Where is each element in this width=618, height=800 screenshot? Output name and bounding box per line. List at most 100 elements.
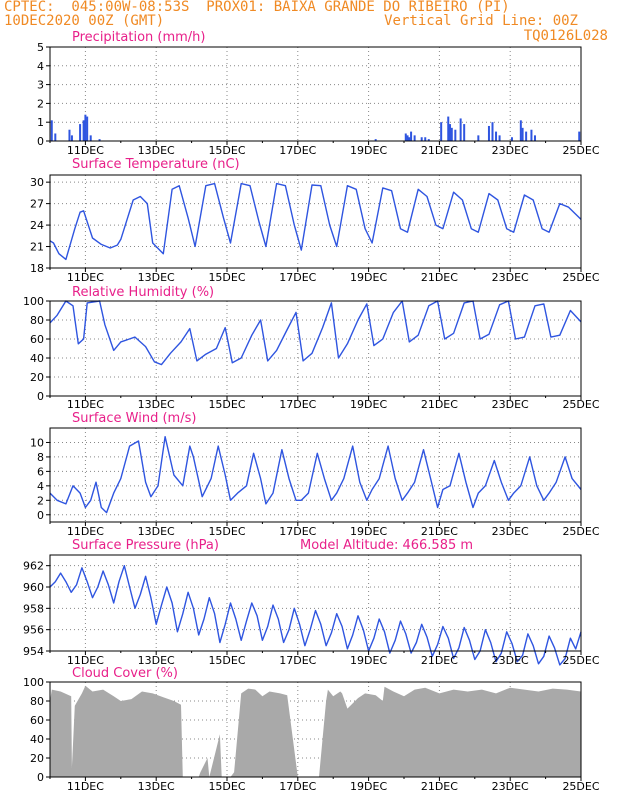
precip-bar bbox=[495, 131, 498, 141]
x-tick-label: 15DEC bbox=[208, 271, 245, 284]
precip-bar bbox=[79, 124, 82, 141]
panel-frame bbox=[49, 554, 582, 652]
x-tick-label: 11DEC bbox=[67, 654, 104, 667]
x-tick-label: 11DEC bbox=[67, 271, 104, 284]
precip-bar bbox=[521, 127, 524, 141]
x-tick-label: 23DEC bbox=[492, 271, 529, 284]
precip-bar bbox=[70, 135, 73, 141]
series-line bbox=[49, 182, 582, 261]
panel-1: 18 21 24 27 30 11DEC 13DEC 15DEC 17DEC 19DEC 21DEC… bbox=[30, 157, 600, 284]
precip-bar bbox=[477, 135, 480, 141]
y-tick-label: 18 bbox=[30, 262, 44, 275]
precip-bar bbox=[424, 137, 427, 141]
precip-bar bbox=[491, 122, 494, 141]
x-tick-label: 13DEC bbox=[138, 398, 175, 411]
precip-bar bbox=[410, 131, 413, 141]
precip-bar bbox=[82, 120, 85, 141]
x-tick-label: 19DEC bbox=[350, 525, 387, 538]
precip-bar bbox=[406, 135, 409, 141]
precip-bar bbox=[498, 135, 501, 141]
x-tick-label: 25DEC bbox=[562, 144, 599, 157]
x-tick-label: 17DEC bbox=[279, 271, 316, 284]
x-tick-label: 19DEC bbox=[350, 144, 387, 157]
y-tick-label: 954 bbox=[23, 645, 44, 658]
x-tick-label: 11DEC bbox=[67, 398, 104, 411]
y-tick-label: 4 bbox=[37, 60, 44, 73]
y-tick-label: 40 bbox=[30, 733, 44, 746]
x-tick-label: 25DEC bbox=[562, 271, 599, 284]
precip-bar bbox=[427, 139, 430, 141]
panel-frame bbox=[49, 300, 582, 397]
y-tick-label: 30 bbox=[30, 176, 44, 189]
x-tick-label: 15DEC bbox=[208, 398, 245, 411]
precip-bar bbox=[533, 135, 536, 141]
precip-bar bbox=[84, 114, 87, 141]
x-tick-label: 23DEC bbox=[492, 144, 529, 157]
panel-3: 0 24 68 10 11DEC 13DEC 15DEC 17DEC 19DEC 21DEC 23D… bbox=[30, 411, 600, 538]
y-tick-label: 24 bbox=[30, 219, 44, 232]
panel-title: Precipitation (mm/h) bbox=[72, 30, 205, 45]
panel-0: 0 1 2 3 4 5 11DEC 13DEC 15DEC 17DEC 19DEC 21DEC 23DE… bbox=[37, 30, 600, 157]
y-tick-label: 27 bbox=[30, 198, 44, 211]
precip-bar bbox=[519, 120, 522, 141]
x-tick-label: 21DEC bbox=[421, 144, 458, 157]
precip-bar bbox=[510, 137, 513, 141]
precip-bar bbox=[408, 137, 411, 141]
x-tick-label: 21DEC bbox=[421, 271, 458, 284]
panel-frame bbox=[49, 174, 582, 269]
x-tick-label: 19DEC bbox=[350, 271, 387, 284]
x-tick-label: 17DEC bbox=[279, 780, 316, 793]
x-tick-label: 25DEC bbox=[562, 398, 599, 411]
panel-frame bbox=[49, 46, 582, 142]
precip-bar bbox=[86, 116, 89, 141]
x-tick-label: 23DEC bbox=[492, 398, 529, 411]
panel-title: Cloud Cover (%) bbox=[72, 666, 178, 681]
x-tick-label: 11DEC bbox=[67, 525, 104, 538]
panel-title: Relative Humidity (%) bbox=[72, 285, 214, 300]
panel-annotation: Model Altitude: 466.585 m bbox=[300, 538, 473, 553]
y-tick-label: 21 bbox=[30, 241, 44, 254]
precip-bar bbox=[98, 139, 101, 141]
x-tick-label: 17DEC bbox=[279, 525, 316, 538]
x-tick-label: 23DEC bbox=[492, 780, 529, 793]
precip-bar bbox=[89, 135, 92, 141]
y-tick-label: 60 bbox=[30, 333, 44, 346]
precip-bar bbox=[404, 133, 407, 141]
y-tick-label: 40 bbox=[30, 352, 44, 365]
x-tick-label: 21DEC bbox=[421, 780, 458, 793]
x-tick-label: 13DEC bbox=[138, 780, 175, 793]
panel-title: Surface Temperature (nC) bbox=[72, 157, 240, 172]
x-tick-label: 19DEC bbox=[350, 654, 387, 667]
precip-bar bbox=[463, 124, 466, 141]
y-tick-label: 4 bbox=[37, 480, 44, 493]
precip-bar bbox=[525, 131, 528, 141]
y-tick-label: 5 bbox=[37, 41, 44, 54]
precip-bar bbox=[450, 127, 453, 141]
y-tick-label: 8 bbox=[37, 451, 44, 464]
y-tick-label: 3 bbox=[37, 79, 44, 92]
y-tick-label: 0 bbox=[37, 390, 44, 403]
y-tick-label: 80 bbox=[30, 695, 44, 708]
x-tick-label: 21DEC bbox=[421, 398, 458, 411]
x-tick-label: 15DEC bbox=[208, 144, 245, 157]
panel-frame bbox=[49, 427, 582, 523]
precip-bar bbox=[487, 125, 490, 141]
x-tick-label: 25DEC bbox=[562, 654, 599, 667]
series-line bbox=[49, 300, 582, 366]
precip-bar bbox=[68, 129, 71, 141]
precip-bar bbox=[447, 116, 450, 141]
series-line bbox=[49, 436, 582, 514]
y-tick-label: 956 bbox=[23, 624, 44, 637]
precip-bar bbox=[449, 124, 452, 141]
y-tick-label: 0 bbox=[37, 771, 44, 784]
panel-title: Surface Pressure (hPa) bbox=[72, 538, 219, 553]
y-tick-label: 60 bbox=[30, 714, 44, 727]
header-grid-note: Vertical Grid Line: 00Z bbox=[384, 13, 578, 29]
precip-bar bbox=[459, 118, 462, 141]
precip-bar bbox=[374, 139, 377, 141]
y-tick-label: 100 bbox=[23, 295, 44, 308]
x-tick-label: 13DEC bbox=[138, 271, 175, 284]
x-tick-label: 19DEC bbox=[350, 398, 387, 411]
x-tick-label: 15DEC bbox=[208, 525, 245, 538]
header-date: 10DEC2020 00Z (GMT) bbox=[4, 13, 165, 29]
